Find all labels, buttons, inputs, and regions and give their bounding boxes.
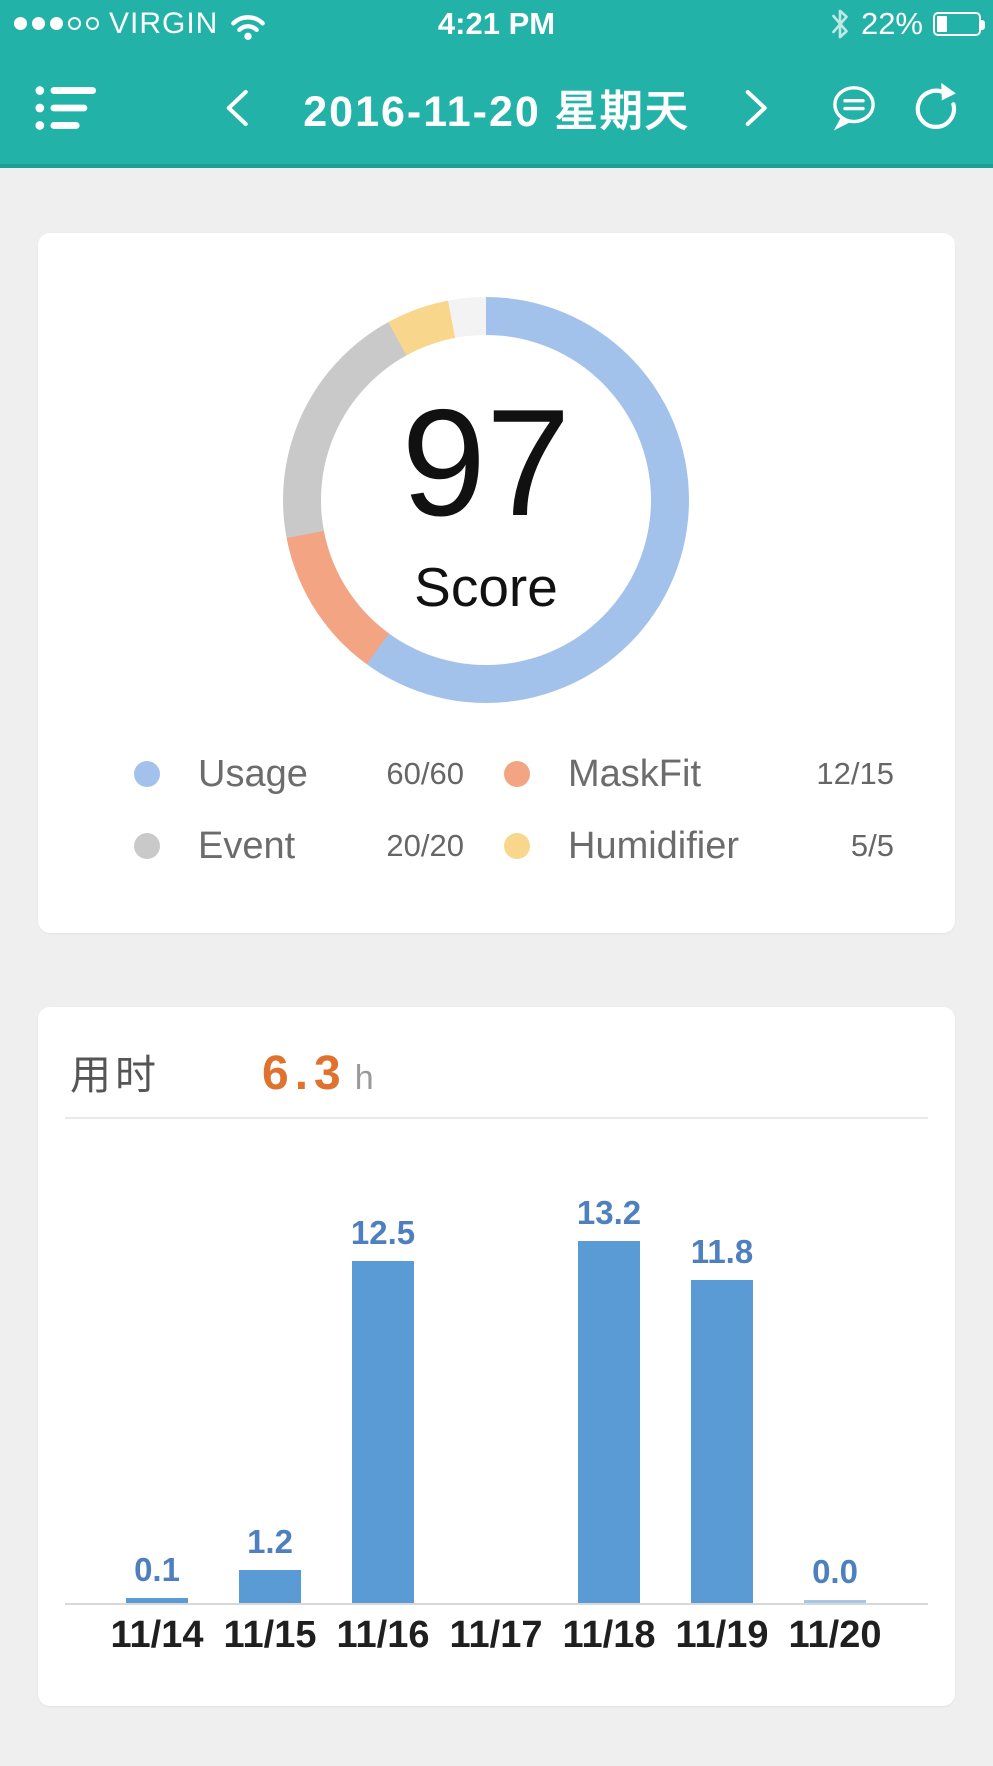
x-axis-line (65, 1603, 928, 1605)
bar-11/20 (804, 1600, 866, 1603)
carrier-label: VIRGIN (109, 6, 219, 40)
divider (65, 1117, 928, 1119)
legend-label: MaskFit (568, 752, 701, 795)
signal-dot (32, 17, 45, 30)
usage-title: 用时 (70, 1052, 160, 1098)
battery-icon (933, 11, 985, 36)
prev-day-button[interactable] (221, 88, 251, 128)
signal-dot (14, 17, 27, 30)
legend-item-usage: Usage 60/60 (134, 751, 464, 797)
signal-strength-icon (14, 17, 99, 30)
bar-11/14 (126, 1598, 188, 1603)
bluetooth-icon (829, 8, 851, 40)
header: VIRGIN 4:21 PM 22% (0, 0, 993, 168)
bar-11/18 (578, 1241, 640, 1603)
date-title: 2016-11-20 星期天 (303, 87, 690, 136)
legend-value: 20/20 (386, 828, 464, 863)
score-legend: Usage 60/60 MaskFit 12/15 Event 20/20 Humidifi… (134, 751, 894, 869)
usage-card: 用时 6.3 h 0.1 1.2 12.5 13.2 11.8 0.0 11/14 11/1… (38, 1007, 955, 1706)
x-tick-label: 11/18 (562, 1614, 656, 1656)
bar-value-label: 0.0 (812, 1553, 858, 1590)
bar-value-label: 13.2 (576, 1194, 642, 1232)
legend-item-maskfit: MaskFit 12/15 (504, 751, 894, 797)
status-bar: VIRGIN 4:21 PM 22% (0, 0, 993, 47)
signal-dot (68, 17, 81, 30)
usage-hours-value: 6.3 (262, 1047, 347, 1100)
bar-11/16 (352, 1260, 414, 1603)
x-tick-label: 11/16 (336, 1614, 430, 1656)
clock-time: 4:21 PM (437, 5, 556, 41)
battery-percent: 22% (860, 5, 923, 41)
legend-item-event: Event 20/20 (134, 823, 464, 869)
usage-bar-chart: 0.1 1.2 12.5 13.2 11.8 0.0 (38, 1117, 955, 1605)
signal-dot (86, 17, 99, 30)
menu-list-icon[interactable] (34, 82, 98, 134)
bar-11/15 (239, 1570, 301, 1603)
score-card: 97 Score Usage 60/60 MaskFit 12/15 Event 20/2… (38, 233, 955, 933)
x-tick-label: 11/14 (110, 1614, 204, 1656)
bar-value-label: 12.5 (350, 1213, 416, 1251)
legend-label: Event (198, 824, 296, 867)
comment-icon[interactable] (825, 79, 883, 137)
legend-item-humidifier: Humidifier 5/5 (504, 823, 894, 869)
x-tick-label: 11/19 (675, 1614, 769, 1656)
x-tick-label: 11/15 (223, 1614, 317, 1656)
nav-bar: 2016-11-20 星期天 (0, 47, 993, 168)
bar-value-label: 1.2 (247, 1523, 293, 1561)
x-tick-label: 11/17 (449, 1614, 543, 1656)
legend-label: Usage (198, 752, 308, 795)
bar-value-label: 0.1 (134, 1551, 180, 1588)
x-tick-label: 11/20 (788, 1614, 882, 1656)
refresh-icon[interactable] (907, 79, 965, 137)
bar-value-label: 11.8 (690, 1232, 754, 1270)
bar-11/19 (691, 1279, 753, 1603)
legend-dot (504, 833, 530, 859)
signal-dot (50, 17, 63, 30)
score-value: 97 (401, 378, 571, 548)
legend-value: 5/5 (850, 828, 894, 863)
next-day-button[interactable] (742, 88, 772, 128)
score-donut-center: 97 Score (321, 335, 651, 665)
usage-hours-unit: h (354, 1059, 374, 1097)
score-donut-chart: 97 Score (283, 297, 689, 703)
legend-dot (134, 833, 160, 859)
x-axis-labels: 11/14 11/15 11/16 11/17 11/18 11/19 11/20 (38, 1614, 955, 1664)
legend-dot (134, 761, 160, 787)
legend-value: 60/60 (386, 756, 464, 791)
score-label: Score (414, 556, 558, 618)
legend-dot (504, 761, 530, 787)
usage-header: 用时 6.3 h (70, 1041, 374, 1101)
wifi-icon (228, 11, 268, 41)
legend-label: Humidifier (568, 824, 740, 867)
legend-value: 12/15 (816, 756, 894, 791)
